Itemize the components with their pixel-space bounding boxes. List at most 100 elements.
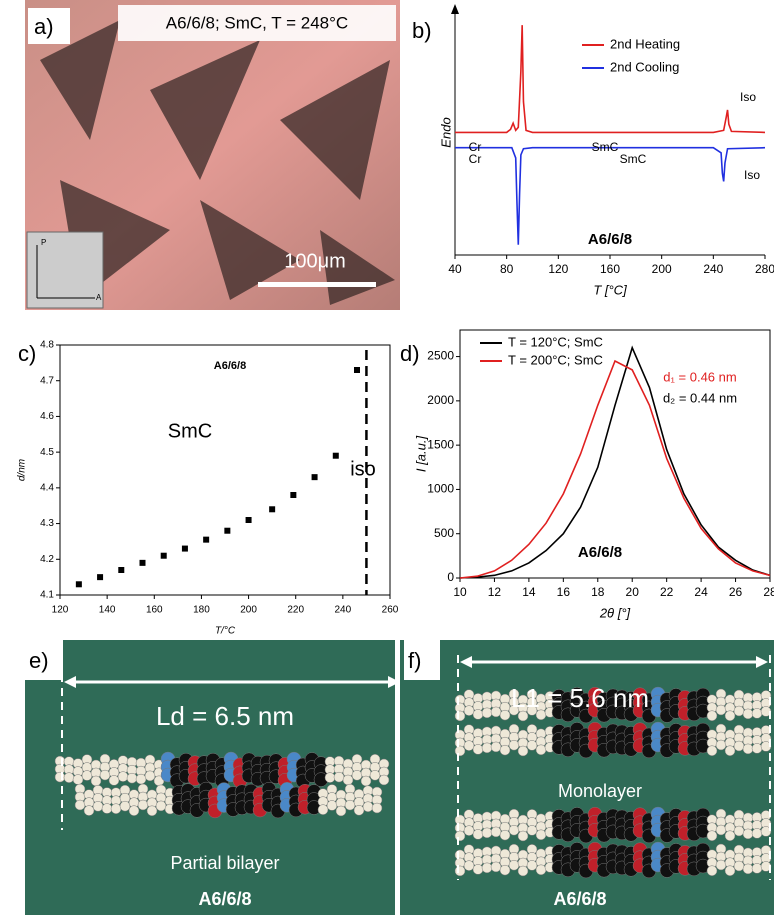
legend-label: 2nd Heating xyxy=(610,36,680,51)
x-tick-label: 220 xyxy=(287,605,304,616)
series-line xyxy=(455,25,766,134)
panel-label: c) xyxy=(18,341,36,366)
y-tick-label: 2500 xyxy=(427,349,454,363)
point xyxy=(354,367,360,373)
caption: Partial bilayer xyxy=(170,853,279,873)
arrow-head xyxy=(388,676,400,688)
atom xyxy=(463,740,475,751)
x-tick-label: 120 xyxy=(52,605,69,616)
atom xyxy=(135,773,147,785)
x-tick-label: 24 xyxy=(694,585,708,599)
caption: Monolayer xyxy=(558,781,642,801)
x-tick-label: 10 xyxy=(453,585,467,599)
y-tick-label: 4.1 xyxy=(40,590,54,601)
atom xyxy=(326,800,338,811)
scale-bar xyxy=(258,282,376,287)
atom xyxy=(706,830,718,841)
atom xyxy=(526,860,538,871)
atom xyxy=(74,799,86,811)
atom xyxy=(715,704,727,716)
atom xyxy=(517,745,529,757)
atom xyxy=(526,825,538,836)
label-box xyxy=(28,8,70,44)
panel-f: f) L1 = 5.6 nm Monolayer A6/6/8 xyxy=(400,640,774,915)
atom xyxy=(353,805,365,816)
atom xyxy=(155,800,167,812)
annotation: Iso xyxy=(740,90,756,104)
atom xyxy=(733,825,745,837)
atom xyxy=(706,865,718,876)
y-axis-label: Endo xyxy=(438,117,453,147)
title-box xyxy=(118,5,396,41)
molecule-model xyxy=(454,686,772,879)
atom xyxy=(110,803,122,814)
x-tick-label: 240 xyxy=(703,262,723,276)
y-tick-label: 4.3 xyxy=(40,518,54,529)
atom xyxy=(724,830,736,841)
panel-title: A6/6/8; SmC, T = 248°C xyxy=(166,13,348,32)
atom xyxy=(535,744,547,756)
atom xyxy=(463,705,475,716)
x-tick-label: 120 xyxy=(548,262,568,276)
atom xyxy=(490,741,502,753)
analyzer-label: A xyxy=(96,293,102,302)
atom xyxy=(499,744,511,756)
atom xyxy=(517,710,529,722)
point xyxy=(118,567,125,573)
length-label: Ld = 6.5 nm xyxy=(156,701,294,731)
atom xyxy=(463,825,475,836)
x-tick-label: 14 xyxy=(522,585,536,599)
atom xyxy=(481,827,493,839)
x-tick-label: 200 xyxy=(652,262,672,276)
x-tick-label: 40 xyxy=(448,262,462,276)
arrow-head xyxy=(756,656,768,668)
x-tick-label: 260 xyxy=(382,605,399,616)
annotation: d₁ = 0.46 nm xyxy=(663,369,736,384)
x-tick-label: 16 xyxy=(557,585,571,599)
x-tick-label: 20 xyxy=(626,585,640,599)
label-box xyxy=(25,640,63,680)
atom xyxy=(63,772,75,783)
x-tick-label: 180 xyxy=(193,605,210,616)
x-axis-label: 2θ [°] xyxy=(599,605,631,620)
atom xyxy=(333,771,345,783)
atom xyxy=(360,775,372,787)
atom xyxy=(715,859,727,871)
point xyxy=(290,492,297,498)
annotation: A6/6/8 xyxy=(588,231,632,248)
panel-label: a) xyxy=(34,14,54,39)
point xyxy=(97,574,104,581)
atom xyxy=(733,705,745,717)
atom xyxy=(144,770,156,782)
atom xyxy=(724,710,736,721)
arrow-head xyxy=(460,656,472,668)
atom xyxy=(126,772,138,784)
atom xyxy=(472,709,484,720)
atom xyxy=(751,863,763,874)
annotation: SmC xyxy=(620,152,647,166)
y-tick-label: 2000 xyxy=(427,393,454,407)
atom xyxy=(499,829,511,841)
atom xyxy=(324,772,336,783)
point xyxy=(160,552,167,559)
arrow-head xyxy=(64,676,76,688)
atom xyxy=(760,826,772,837)
atom xyxy=(128,805,140,816)
panel-label: d) xyxy=(400,341,420,366)
atom xyxy=(706,710,718,721)
atom xyxy=(463,860,475,871)
x-tick-label: 12 xyxy=(488,585,502,599)
x-tick-label: 28 xyxy=(763,585,774,599)
y-tick-label: 4.8 xyxy=(40,340,54,351)
atom xyxy=(362,801,374,812)
series-line xyxy=(455,146,766,245)
atom xyxy=(535,829,547,841)
atom xyxy=(81,770,93,781)
atom xyxy=(481,742,493,754)
atom xyxy=(517,865,529,877)
atom xyxy=(733,860,745,872)
y-axis-label: d/nm xyxy=(17,459,28,481)
atom xyxy=(733,740,745,752)
